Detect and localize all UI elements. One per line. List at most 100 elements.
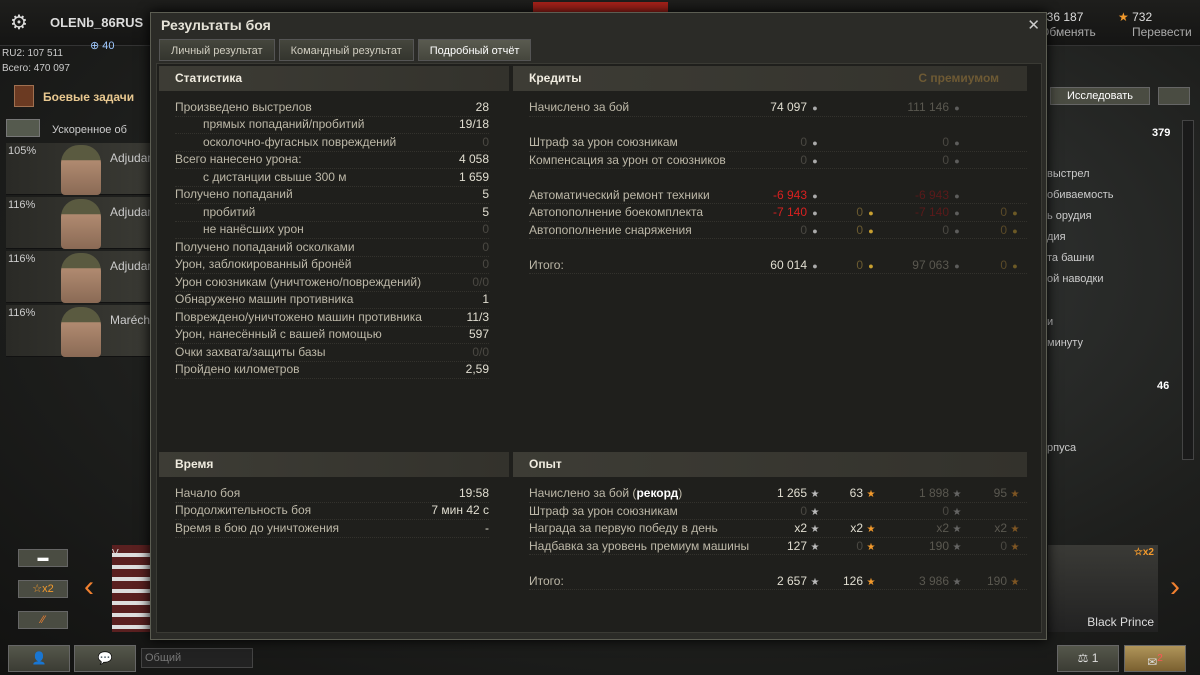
notification-count: 2 [1157,653,1163,664]
credits-coin-icon: ● [812,155,818,166]
vehicle-param-label: та башни [1047,252,1095,264]
value-cell [821,503,877,520]
row-label-text: Автоматический ремонт техники [529,187,710,202]
crew-button[interactable] [6,119,40,137]
notifications-button[interactable]: ✉2 [1124,645,1186,672]
free-xp-icon: ★ [866,524,876,535]
row-label: Автопополнение боекомплекта [529,204,729,221]
gold-coin-icon: ● [1012,208,1018,218]
crew-member[interactable]: 116% Adjudan [6,251,154,303]
value-cell: -7 140 ● [729,204,821,221]
stat-value: 7 мин 42 с [431,503,489,518]
gold-coin-icon: ● [1012,260,1018,271]
value: x2 [994,521,1007,535]
value: 0 [800,135,807,149]
server-online: RU2: 107 511 [2,48,63,59]
row-label-end: ) [678,486,683,500]
stat-label: Время в бою до уничтожения [175,520,340,535]
vehicle-card-black-prince[interactable]: ☆x2 Black Prince [1048,545,1158,632]
experience-row: Штраф за урон союзникам 0 ★ 0 ★ [529,503,1027,520]
profile-button[interactable]: 👤 [8,645,70,672]
xp-multiplier-filter[interactable]: ☆x2 [18,580,68,598]
stat-value: 19:58 [458,485,489,500]
gold-coin-icon: ● [868,260,874,271]
counter: 1 [1091,651,1099,665]
crew-member[interactable]: 116% Maréchal [6,305,159,357]
value: 0 [856,538,863,553]
vehicle-filter-button[interactable]: ▬ [18,549,68,567]
xp-bonus[interactable]: ⊕ 40 [90,40,115,52]
tab-1[interactable]: Командный результат [278,39,414,61]
stat-label: Урон, заблокированный бронёй [175,257,352,272]
value-cell: 1 898 ★ [877,485,963,502]
scrollbar[interactable] [1182,120,1194,460]
row-label: Штраф за урон союзникам [529,134,729,151]
vehicle-card[interactable]: V [112,545,152,632]
exchange-link[interactable]: Обменять [1040,25,1096,39]
tech-tree-button[interactable] [1158,87,1190,105]
vehicle-param-label: дия [1047,231,1066,243]
value: 0 [856,205,863,219]
quests-link[interactable]: Боевые задачи [43,90,135,104]
value-cell: 0 ● [963,204,1021,221]
xp-star-icon: ★ [952,541,962,553]
stat-value: 5 [482,187,489,202]
crew-member[interactable]: 105% Adjudan [6,143,154,195]
research-button[interactable]: Исследовать [1050,87,1150,105]
value: 63 [849,486,863,500]
carousel-right-arrow-icon[interactable]: › [1170,570,1180,603]
stat-row: Получено попаданий 5 [175,187,489,204]
carousel-left-arrow-icon[interactable]: ‹ [84,570,94,603]
xp-star-icon: ★ [952,524,962,535]
rent-filter-button[interactable]: ⁄⁄ [18,611,68,629]
username[interactable]: OLENb_86RUS [50,15,144,30]
value: 3 986 [918,573,949,588]
value-cell: 111 146 ● [877,99,963,116]
dialog-title: Результаты боя [161,17,271,33]
value-cell: 0 ● [963,257,1021,274]
value-cell: 60 014 ● [729,257,821,274]
row-label-text: Надбавка за уровень премиум машины [529,538,750,553]
credits-header: Кредиты С премиумом [513,66,1027,91]
value-cell: 127 ★ [729,538,821,555]
convert-link[interactable]: Перевести [1132,25,1192,39]
free-xp-icon: ★ [1010,576,1020,588]
accelerated-training-checkbox[interactable]: Ускоренное об [52,124,127,136]
value: -7 140 [772,205,807,219]
total-online: Всего: 470 097 [2,63,70,74]
value-cell [963,503,1021,520]
credits-row: Автоматический ремонт техники -6 943 ● -6 9… [529,187,1027,204]
stat-label: Продолжительность боя [175,503,312,518]
chat-button[interactable]: 💬 [74,645,136,672]
premium-header: С премиумом [918,71,999,85]
row-label: Штраф за урон союзникам [529,503,729,520]
tab-2[interactable]: Подробный отчёт [417,39,532,61]
close-icon[interactable]: ✕ [1027,17,1040,34]
tier: V [112,548,119,559]
crew-member[interactable]: 116% Adjudan [6,197,154,249]
stat-label: Повреждено/уничтожено машин противника [175,309,422,324]
balance-button[interactable]: ⚖ 1 [1057,645,1119,672]
value-cell: 126 ★ [821,573,877,590]
value-cell [821,152,877,169]
free-xp-icon: ★ [1010,524,1020,535]
vehicle-param-label: выстрел [1047,168,1090,180]
credits-coin-icon: ● [812,190,818,201]
value-cell: 3 986 ★ [877,573,963,590]
stat-row: осколочно-фугасных повреждений 0 [175,134,489,152]
stat-row: пробитий 5 [175,204,489,222]
stat-label: Получено попаданий осколками [175,239,355,254]
free-xp-icon: ★ [1010,489,1020,500]
stat-value: 28 [475,99,489,114]
value: x2 [794,521,807,535]
stat-value: 0 [482,257,489,272]
credits-coin-icon: ● [954,155,960,166]
quests-icon[interactable] [14,85,34,107]
credits-panel: Кредиты С премиумом Начислено за бой 74 09… [513,66,1027,274]
chat-channel-input[interactable]: Общий [141,648,253,668]
credits-coin-icon: ● [812,208,818,218]
tab-0[interactable]: Личный результат [159,39,275,61]
battle-button[interactable] [533,2,668,14]
free-xp-icon: ★ [1010,541,1020,553]
settings-gear-icon[interactable]: ⚙ [10,12,28,34]
